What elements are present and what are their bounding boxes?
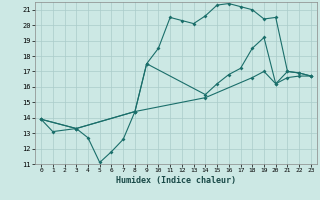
X-axis label: Humidex (Indice chaleur): Humidex (Indice chaleur) <box>116 176 236 185</box>
